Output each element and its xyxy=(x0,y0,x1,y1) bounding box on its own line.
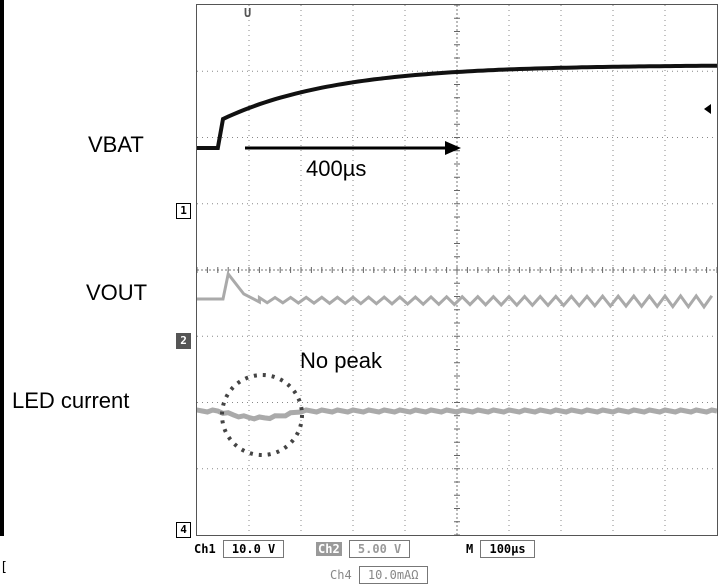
ch2-ground-marker: 2 xyxy=(176,333,191,349)
ch2-readout: Ch2 5.00 V xyxy=(316,540,411,558)
left-frame-edge xyxy=(0,0,4,536)
timebase-value: 100µs xyxy=(480,540,535,558)
ch4-scale-value: 10.0mAΩ xyxy=(358,566,428,584)
ch1-readout-label: Ch1 xyxy=(194,542,216,556)
timebase-label: M xyxy=(466,542,474,556)
ch4-readout-label: Ch4 xyxy=(330,568,352,582)
corner-bracket-mark: [ xyxy=(0,560,8,575)
vbat-label: VBAT xyxy=(88,132,144,157)
vout-label: VOUT xyxy=(86,280,148,305)
time-span-annotation: 400µs xyxy=(306,156,367,181)
trigger-level-icon xyxy=(704,104,711,114)
no-peak-circle xyxy=(220,373,304,457)
ch4-readout: Ch4 10.0mAΩ xyxy=(330,566,428,584)
scope-grid xyxy=(197,5,717,535)
ch4-ground-marker: 4 xyxy=(176,522,191,538)
led-current-trace xyxy=(197,407,717,422)
oscilloscope-display xyxy=(190,0,720,540)
ch1-scale-value: 10.0 V xyxy=(222,540,285,558)
timebase-readout: M 100µs xyxy=(466,540,535,558)
trigger-position-marker: U xyxy=(244,6,252,20)
ch2-readout-label: Ch2 xyxy=(316,542,342,556)
ch2-scale-value: 5.00 V xyxy=(348,540,411,558)
vbat-trace xyxy=(197,63,717,150)
ch1-ground-marker: 1 xyxy=(176,203,191,219)
vout-trace xyxy=(197,270,714,310)
led-current-label: LED current xyxy=(12,388,130,413)
ch1-readout: Ch1 10.0 V xyxy=(194,540,285,558)
scope-screen xyxy=(196,4,718,536)
no-peak-annotation: No peak xyxy=(300,348,382,373)
time-span-arrow xyxy=(245,141,461,155)
